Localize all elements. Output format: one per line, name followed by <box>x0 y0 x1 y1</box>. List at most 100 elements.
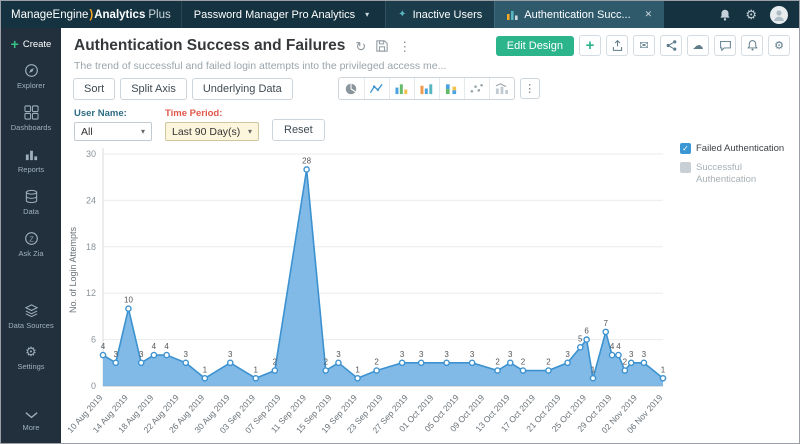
data-point-label: 3 <box>508 350 513 359</box>
data-point[interactable] <box>417 359 425 367</box>
chart-options-kebab-button[interactable]: ⋮ <box>519 78 540 99</box>
tab-label: Authentication Succ... <box>524 8 631 21</box>
data-point[interactable] <box>506 359 514 367</box>
data-point[interactable] <box>576 344 584 351</box>
data-point[interactable] <box>303 166 310 173</box>
data-point[interactable] <box>398 359 406 367</box>
data-point[interactable] <box>443 359 450 367</box>
data-point[interactable] <box>494 367 501 374</box>
avatar[interactable] <box>770 5 788 24</box>
workspace-selector[interactable]: Password Manager Pro Analytics ▾ <box>180 1 385 28</box>
gear-icon[interactable]: ⚙ <box>745 7 757 22</box>
data-point[interactable] <box>271 367 279 374</box>
data-point[interactable] <box>659 374 667 382</box>
email-button[interactable]: ✉ <box>633 35 655 56</box>
comments-button[interactable] <box>714 35 736 56</box>
data-point[interactable] <box>137 359 145 367</box>
data-point[interactable] <box>640 359 648 367</box>
chevron-down-icon: ▾ <box>365 10 370 19</box>
legend-item-failed[interactable]: ✓ Failed Authentication <box>680 143 794 155</box>
split-axis-button[interactable]: Split Axis <box>120 77 187 100</box>
column-chart-type-button[interactable] <box>413 78 439 99</box>
sidebar-item-data[interactable]: Data <box>1 181 61 223</box>
data-point[interactable] <box>583 336 590 343</box>
data-point[interactable] <box>627 359 635 367</box>
data-point[interactable] <box>322 367 330 374</box>
stacked-chart-type-button[interactable] <box>438 78 464 99</box>
refresh-icon[interactable]: ↻ <box>355 38 367 54</box>
legend-item-successful[interactable]: Successful Authentication <box>680 161 794 186</box>
unchecked-checkbox-icon[interactable] <box>680 161 691 173</box>
data-point-label: 3 <box>565 350 570 359</box>
sidebar-item-dashboards[interactable]: Dashboards <box>1 97 61 139</box>
sidebar-item-data-sources[interactable]: Data Sources <box>1 295 61 337</box>
underlying-data-button[interactable]: Underlying Data <box>191 77 293 100</box>
sidebar-item-ask-zia[interactable]: Z Ask Zia <box>1 223 61 265</box>
data-point[interactable] <box>125 305 132 312</box>
sidebar-item-more[interactable]: More <box>1 403 61 439</box>
header-actions: Edit Design + ✉ ☁ <box>495 35 790 56</box>
data-point[interactable] <box>335 359 342 367</box>
kebab-menu-icon[interactable]: ⋮ <box>398 38 412 54</box>
data-point-label: 6 <box>584 327 589 336</box>
tab-authentication-success[interactable]: Authentication Succ... ✕ <box>494 1 665 28</box>
scatter-chart-type-button[interactable] <box>463 78 489 99</box>
data-point-label: 3 <box>114 350 119 359</box>
bell-icon[interactable] <box>718 8 732 22</box>
data-point[interactable] <box>608 351 616 359</box>
data-point[interactable] <box>468 359 476 367</box>
data-point[interactable] <box>112 359 120 367</box>
data-point[interactable] <box>373 367 380 374</box>
sidebar-item-explorer[interactable]: Explorer <box>1 55 61 97</box>
settings-button[interactable]: ⚙ <box>768 35 790 56</box>
data-point[interactable] <box>564 359 571 367</box>
data-point-label: 2 <box>374 358 379 367</box>
time-period-select[interactable]: Last 90 Day(s) ▾ <box>165 122 259 141</box>
checked-checkbox-icon[interactable]: ✓ <box>680 143 691 154</box>
bar-chart-type-button[interactable] <box>388 78 414 99</box>
alerts-button[interactable] <box>741 35 763 56</box>
data-point-label: 4 <box>152 342 157 351</box>
export-button[interactable] <box>606 35 628 56</box>
data-point-label: 1 <box>591 365 596 374</box>
add-button[interactable]: + <box>579 35 601 56</box>
share-button[interactable] <box>660 35 682 56</box>
create-button[interactable]: + Create <box>11 37 52 51</box>
user-name-select[interactable]: All ▾ <box>74 122 152 141</box>
data-point[interactable] <box>182 359 190 367</box>
data-point[interactable] <box>252 374 260 382</box>
tab-inactive-users[interactable]: ✦ Inactive Users <box>385 1 495 28</box>
line-chart-type-button[interactable] <box>363 78 389 99</box>
data-point-label: 4 <box>164 342 169 351</box>
close-icon[interactable]: ✕ <box>644 9 653 19</box>
reset-button[interactable]: Reset <box>272 119 325 141</box>
data-point[interactable] <box>545 367 552 374</box>
data-point[interactable] <box>519 367 527 374</box>
data-point[interactable] <box>589 374 597 382</box>
user-icon <box>774 9 784 21</box>
chart-type-selector <box>337 77 515 100</box>
data-point-label: 3 <box>400 350 405 359</box>
y-tick-label: 24 <box>86 195 96 205</box>
sidebar-item-settings[interactable]: ⚙ Settings <box>17 344 45 372</box>
data-point[interactable] <box>201 374 209 382</box>
area-fill[interactable] <box>103 169 663 386</box>
data-point[interactable] <box>621 367 629 374</box>
combo-chart-type-button[interactable] <box>488 78 514 99</box>
sort-button[interactable]: Sort <box>73 77 116 100</box>
data-point[interactable] <box>150 351 158 359</box>
edit-design-button[interactable]: Edit Design <box>495 35 574 56</box>
data-point[interactable] <box>226 359 234 367</box>
data-point[interactable] <box>354 374 361 382</box>
data-point[interactable] <box>99 351 107 359</box>
gear-icon: ⚙ <box>25 344 37 359</box>
data-point[interactable] <box>602 328 610 336</box>
sidebar-item-reports[interactable]: Reports <box>1 139 61 181</box>
bar-chart-icon <box>395 84 408 95</box>
data-point[interactable] <box>615 351 622 359</box>
data-point[interactable] <box>163 351 170 359</box>
pie-chart-type-button[interactable] <box>339 78 364 99</box>
publish-button[interactable]: ☁ <box>687 35 709 56</box>
save-icon[interactable] <box>376 40 388 52</box>
